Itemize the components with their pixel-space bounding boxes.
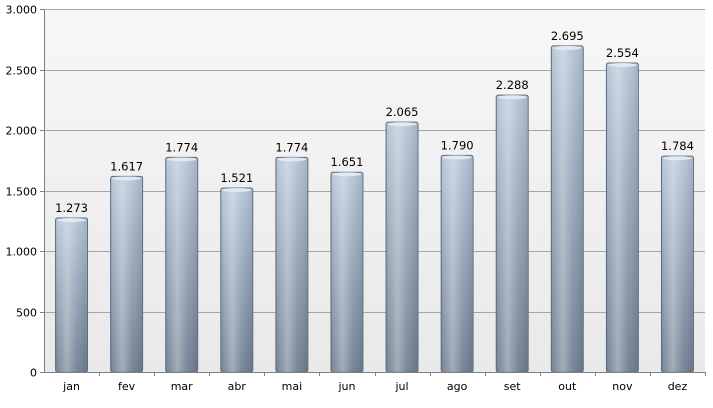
bar-shine xyxy=(166,158,197,372)
bar-shine xyxy=(442,156,473,372)
data-label: 2.065 xyxy=(386,105,419,119)
data-label: 2.695 xyxy=(551,29,584,43)
y-tick-label: 2.000 xyxy=(6,125,38,138)
data-label: 1.617 xyxy=(110,159,143,173)
bar-shine xyxy=(662,157,693,372)
y-tick-label: 500 xyxy=(16,307,37,320)
bar-cap xyxy=(497,95,527,100)
data-label: 1.774 xyxy=(275,140,308,154)
bar-shine xyxy=(221,188,252,372)
data-label: 1.273 xyxy=(55,201,88,215)
bar-cap xyxy=(387,122,417,127)
data-label: 1.651 xyxy=(330,155,363,169)
x-tick-label: abr xyxy=(228,380,247,393)
x-tick-label: ago xyxy=(447,380,468,393)
bar-shine xyxy=(387,123,418,372)
labels: 0 500 1.000 1.500 2.000 2.500 3.000 jan 1.273 fev… xyxy=(6,4,694,394)
y-tick-label: 1.000 xyxy=(6,246,38,259)
y-tick-label: 2.500 xyxy=(6,65,38,78)
plot-area xyxy=(44,9,705,372)
y-tick-label: 3.000 xyxy=(6,4,38,17)
x-tick-label: out xyxy=(558,380,577,393)
gridlines xyxy=(44,9,705,313)
bar-shine xyxy=(111,177,142,372)
bar-cap xyxy=(332,172,362,177)
bar-shine xyxy=(276,158,307,372)
data-label: 2.288 xyxy=(496,78,529,92)
x-tick-label: mai xyxy=(282,380,303,393)
x-tick-label: fev xyxy=(118,380,136,393)
x-tick-label: jan xyxy=(62,380,80,393)
x-tick-label: jun xyxy=(337,380,355,393)
y-tick-label: 0 xyxy=(30,367,37,380)
bar-shine xyxy=(331,173,362,372)
x-tick-label: nov xyxy=(612,380,633,393)
data-label: 1.784 xyxy=(661,139,694,153)
bar-cap xyxy=(552,45,582,50)
data-label: 2.554 xyxy=(606,46,639,60)
axes xyxy=(40,9,706,376)
bar-shine xyxy=(607,63,638,372)
bar-cap xyxy=(222,187,252,192)
data-label: 1.774 xyxy=(165,140,198,154)
bar-cap xyxy=(277,157,307,162)
x-tick-label: set xyxy=(504,380,521,393)
x-tick-label: mar xyxy=(171,380,193,393)
bar-cap xyxy=(662,156,692,161)
data-label: 1.521 xyxy=(220,171,253,185)
y-tick-label: 1.500 xyxy=(6,186,38,199)
bar-cap xyxy=(607,62,637,67)
bar-cap xyxy=(442,155,472,160)
data-label: 1.790 xyxy=(441,138,474,152)
bar-cap xyxy=(57,217,87,222)
bar-shine xyxy=(552,46,583,372)
bar-shine xyxy=(497,96,528,372)
bar-cap xyxy=(112,176,142,181)
bar-shine xyxy=(56,218,87,372)
bar-cap xyxy=(167,157,197,162)
x-tick-label: dez xyxy=(668,380,688,393)
x-tick-label: jul xyxy=(394,380,408,393)
bars xyxy=(55,45,694,373)
